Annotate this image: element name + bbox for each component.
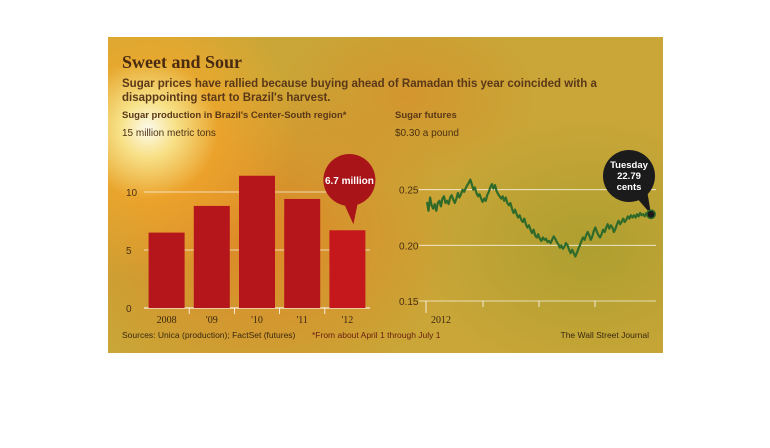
bar [193,205,230,308]
line-callout-text: 22.79 [617,171,641,182]
futures-line [425,178,652,258]
bar [239,175,275,308]
footnote: *From about April 1 through July 1 [312,330,441,340]
bar-ytick-label: 5 [126,246,132,257]
bar-xtick-label: '12 [341,315,353,326]
bar-callout-bubble [323,154,376,206]
futures-chart-label: Sugar futures [395,110,457,121]
line-ytick-label: 0.25 [399,186,419,197]
bar-xtick-label: '10 [251,315,263,326]
bar [284,198,321,308]
bar-ytick-label: 10 [126,188,138,199]
line-callout-text: Tuesday [610,160,649,171]
bar-xtick-label: '11 [296,315,307,326]
bar-xtick-label: '09 [206,315,218,326]
credit: The Wall Street Journal [560,330,650,340]
chart-panel: Sweet and Sour Sugar prices have rallied… [108,37,663,353]
chart-canvas: 0 5 10 2008 '09 '10 '11 '12 6.7 million 0.15 0.20 0… [126,150,656,326]
line-callout-text: cents [617,182,642,193]
bar-callout-pointer [342,200,359,225]
futures-end-dot [646,209,656,220]
bar [148,232,185,308]
bar-xtick-label: 2008 [157,315,177,326]
bar [329,230,366,308]
line-xtick-label: 2012 [431,315,451,326]
chart-subtitle: Sugar prices have rallied because buying… [122,78,597,104]
line-callout-bubble [603,150,655,202]
chart-title: Sweet and Sour [122,52,243,72]
futures-unit-label: $0.30 a pound [395,128,459,139]
line-ytick-label: 0.20 [399,241,419,252]
bar-ytick-label: 0 [126,304,132,315]
bar-callout-text: 6.7 million [325,176,374,187]
line-ytick-label: 0.15 [399,297,419,308]
production-unit-label: 15 million metric tons [122,128,216,139]
production-chart-label: Sugar production in Brazil's Center-Sout… [122,110,347,121]
sources-note: Sources: Unica (production); FactSet (fu… [122,330,296,340]
